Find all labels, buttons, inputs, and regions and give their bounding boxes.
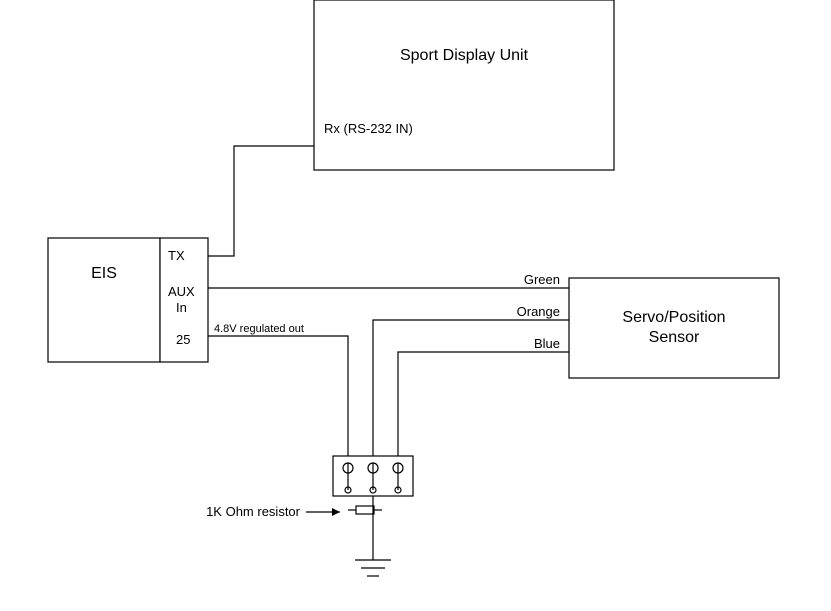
eis-port-tx: TX [168,248,185,263]
eis-port-in: In [176,300,187,315]
servo-label-1: Servo/Position [622,309,725,326]
servo-sensor-node: Servo/Position Sensor [569,278,779,378]
servo-label-2: Sensor [649,329,700,346]
sport-display-port-label: Rx (RS-232 IN) [324,121,413,136]
sport-display-title: Sport Display Unit [400,47,529,64]
wire-label-green: Green [524,272,560,287]
wire-tx-to-rx [208,146,314,256]
eis-node: EIS TX AUX In 25 [48,238,208,362]
wiring-diagram: Sport Display Unit Rx (RS-232 IN) EIS TX… [0,0,831,611]
wire-25-regulated [208,336,348,456]
eis-port-25: 25 [176,332,190,347]
resistor-label-group: 1K Ohm resistor [206,504,340,519]
terminal-block [333,456,413,496]
wire-label-blue: Blue [534,336,560,351]
resistor-symbol [348,506,382,514]
wire-blue [398,352,569,456]
wire-label-regulated: 4.8V regulated out [214,323,304,335]
resistor-label: 1K Ohm resistor [206,504,301,519]
sport-display-unit-node: Sport Display Unit Rx (RS-232 IN) [314,0,614,170]
wire-label-orange: Orange [517,304,560,319]
ground-symbol-icon [355,560,391,576]
eis-port-aux: AUX [168,284,195,299]
arrow-head-icon [332,508,340,516]
eis-label: EIS [91,265,117,282]
